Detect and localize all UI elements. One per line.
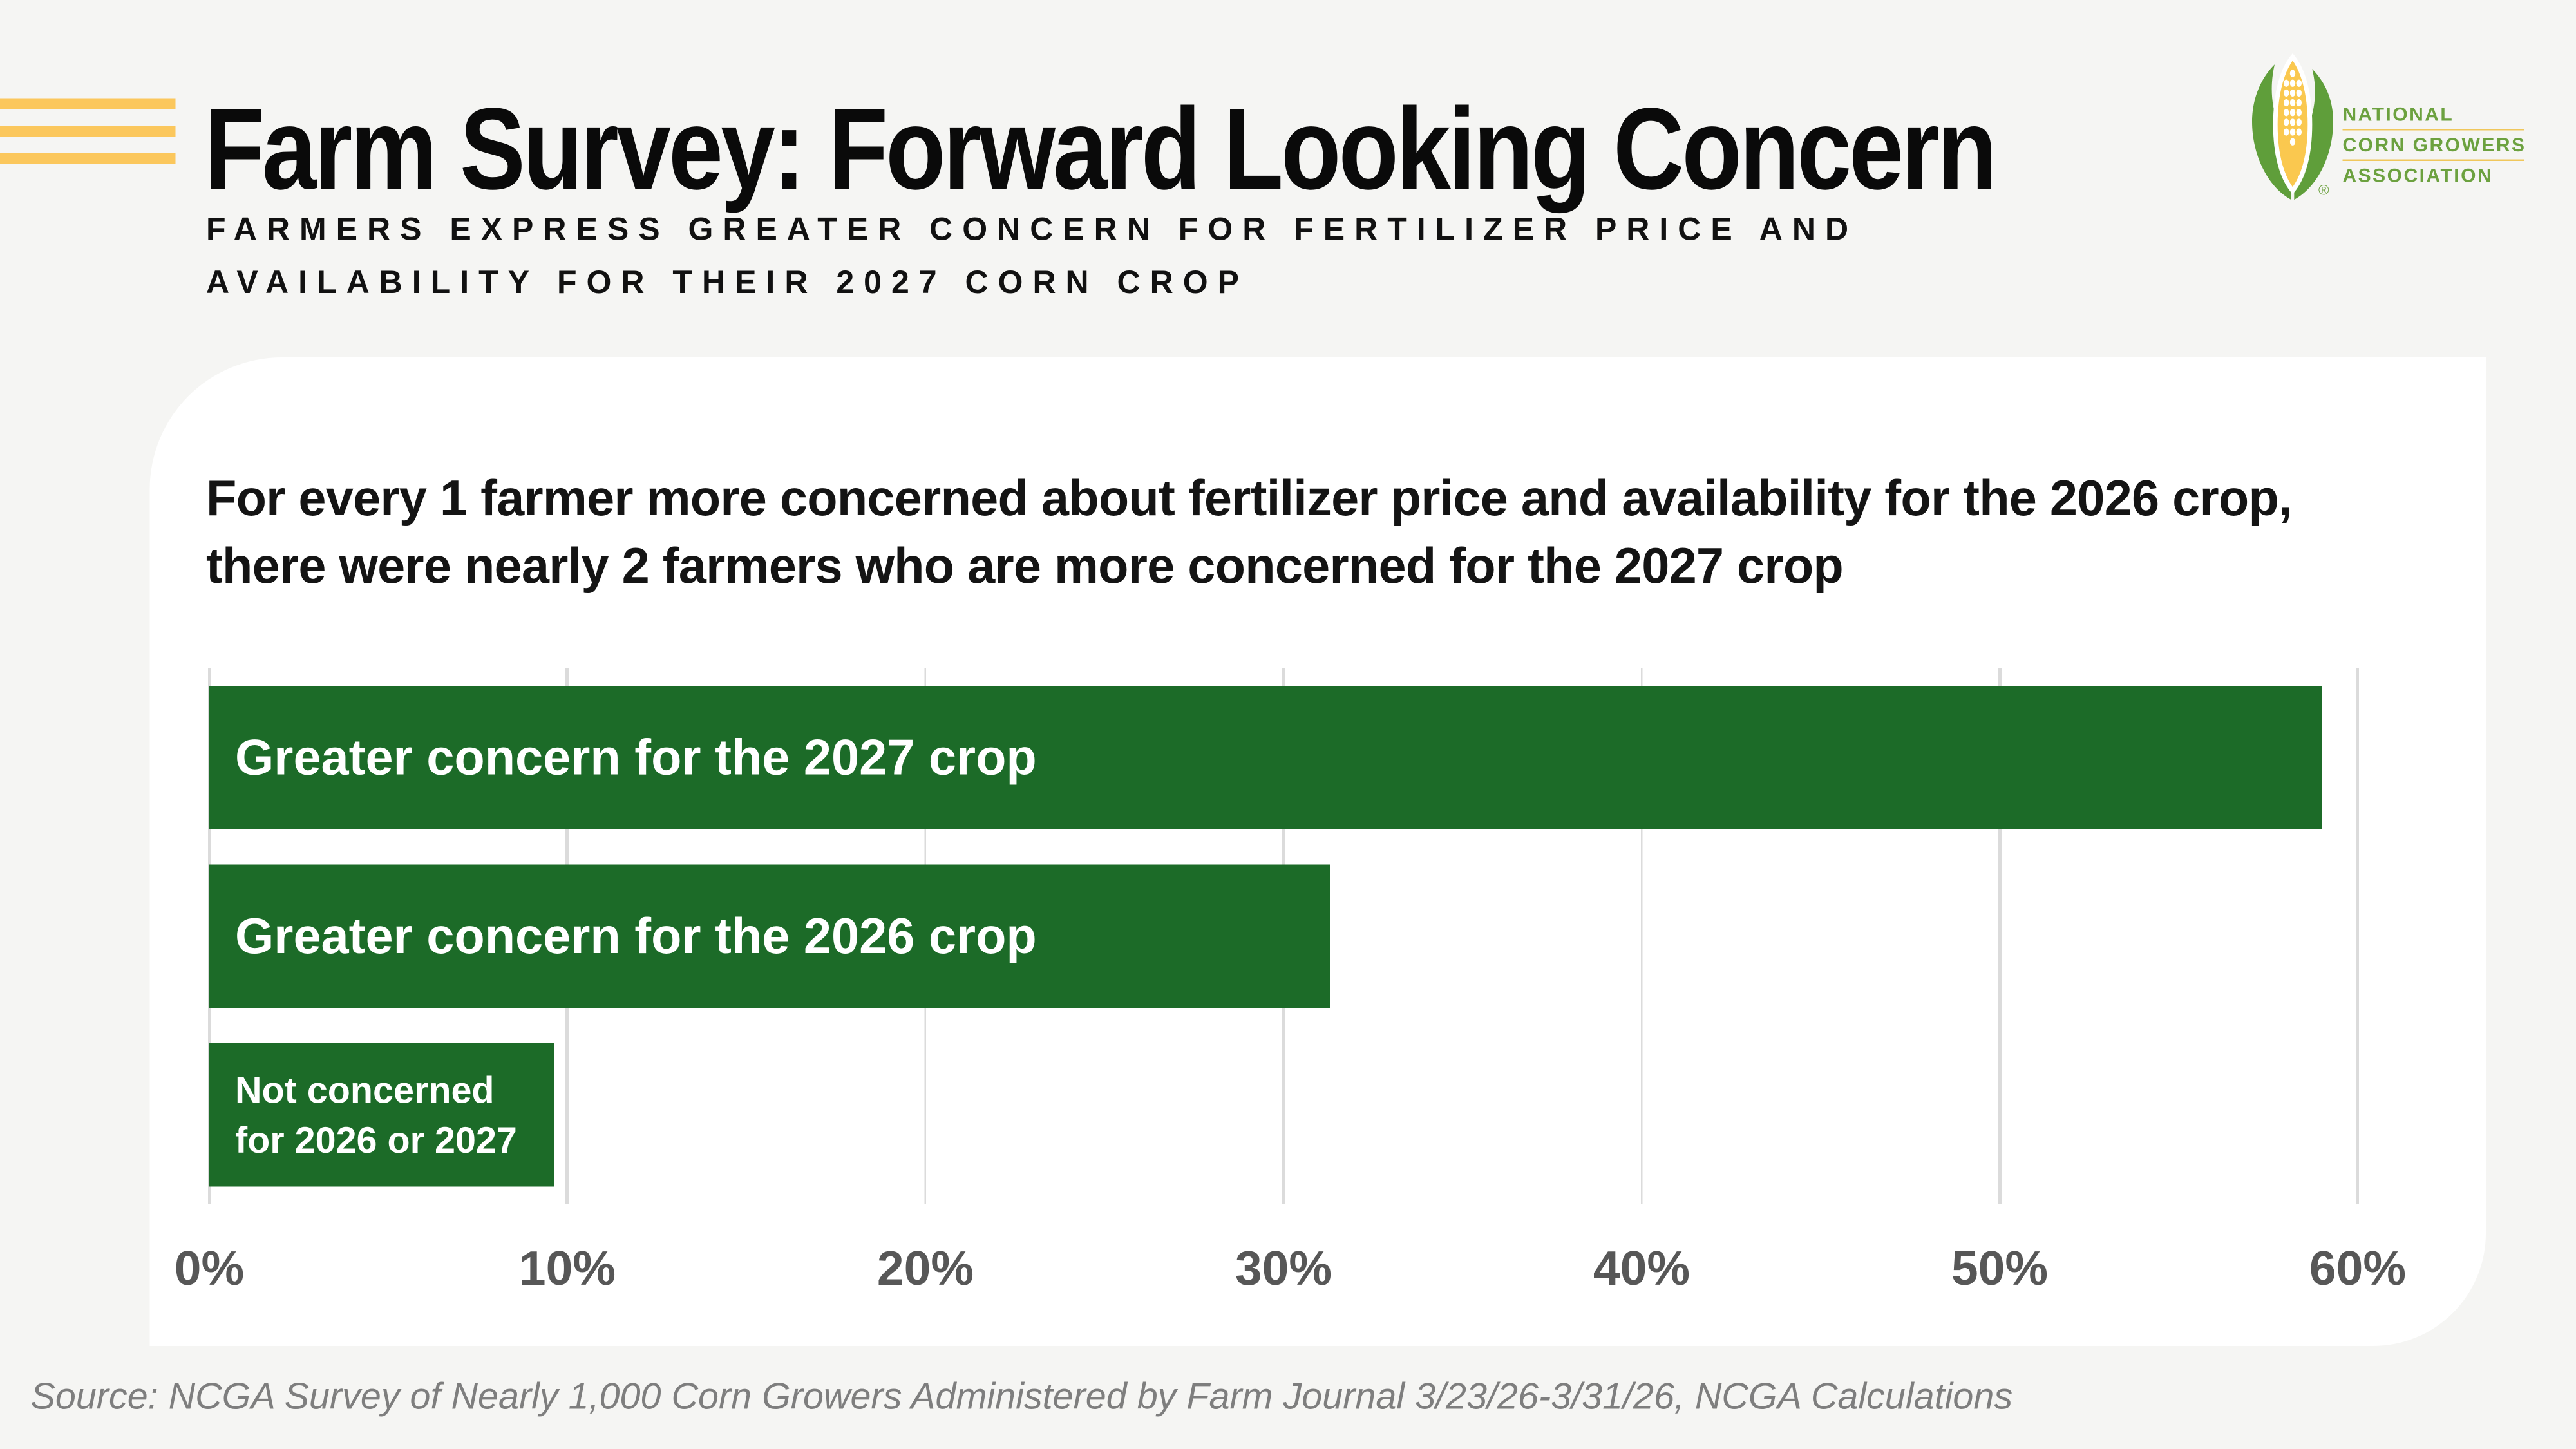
bar: Not concerned for 2026 or 2027 — [209, 1043, 553, 1188]
source-note: Source: NCGA Survey of Nearly 1,000 Corn… — [30, 1375, 2013, 1417]
bar: Greater concern for the 2027 crop — [209, 686, 2322, 829]
logo-divider — [2342, 129, 2524, 131]
headline-line-2: there were nearly 2 farmers who are more… — [206, 538, 1844, 594]
x-tick-label: 10% — [518, 1243, 616, 1296]
x-tick-label: 20% — [876, 1243, 974, 1296]
subtitle-line-2: AVAILABILITY FOR THEIR 2027 CORN CROP — [206, 265, 1249, 301]
registered-trademark: ® — [2318, 182, 2329, 198]
logo-divider — [2342, 159, 2524, 161]
bar: Greater concern for the 2026 crop — [209, 864, 1331, 1009]
page-title: Farm Survey: Forward Looking Concern — [204, 84, 1998, 214]
chart-headline: For every 1 farmer more concerned about … — [206, 466, 2293, 601]
x-tick-label: 30% — [1235, 1243, 1332, 1296]
page-subtitle: FARMERS EXPRESS GREATER CONCERN FOR FERT… — [206, 205, 1858, 311]
x-tick-label: 50% — [1951, 1243, 2049, 1296]
headline-line-1: For every 1 farmer more concerned about … — [206, 470, 2293, 527]
bar-label: Greater concern for the 2027 crop — [235, 728, 1037, 785]
logo-text-association: ASSOCIATION — [2342, 164, 2494, 187]
logo-text: NATIONAL CORN GROWERS ASSOCIATION — [2342, 103, 2526, 189]
gridline — [2356, 668, 2359, 1204]
logo-text-corn-growers: CORN GROWERS — [2342, 133, 2526, 156]
accent-stripe — [0, 126, 176, 137]
chart-card: For every 1 farmer more concerned about … — [149, 357, 2486, 1346]
gridline — [1640, 668, 1643, 1204]
logo-text-national: NATIONAL — [2342, 103, 2454, 126]
gridline — [1998, 668, 2001, 1204]
accent-stripe — [0, 98, 176, 109]
subtitle-line-1: FARMERS EXPRESS GREATER CONCERN FOR FERT… — [206, 213, 1859, 248]
ncga-logo: ® NATIONAL CORN GROWERS ASSOCIATION — [2248, 53, 2537, 231]
x-tick-label: 0% — [174, 1243, 245, 1296]
x-tick-label: 40% — [1593, 1243, 1690, 1296]
bar-label: Not concerned for 2026 or 2027 — [235, 1068, 517, 1161]
plot-area: Greater concern for the 2027 crop Greater… — [208, 668, 2463, 1204]
x-axis: 0% 10% 20% 30% 40% 50% 60% — [175, 1243, 2463, 1307]
accent-stripe — [0, 153, 176, 164]
bar-label: Greater concern for the 2026 crop — [235, 907, 1037, 964]
corn-kernels — [2284, 70, 2302, 146]
corn-logo-icon — [2252, 53, 2333, 200]
accent-stripes — [0, 98, 176, 164]
x-tick-label: 60% — [2309, 1243, 2407, 1296]
